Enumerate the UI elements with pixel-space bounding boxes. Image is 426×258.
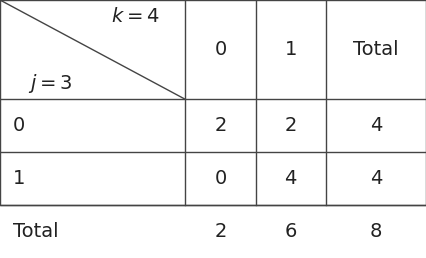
Bar [0,0,426,205]
Text: 0: 0 [214,40,227,59]
Text: 8: 8 [370,222,382,241]
Text: Total: Total [13,222,58,241]
Text: 2: 2 [285,116,297,135]
Text: 0: 0 [214,169,227,188]
Text: $k=4$: $k=4$ [111,7,159,26]
Text: $j=3$: $j=3$ [28,72,72,95]
Text: 0: 0 [13,116,25,135]
Text: 4: 4 [370,169,382,188]
Text: 1: 1 [13,169,25,188]
Text: 1: 1 [285,40,297,59]
Text: 2: 2 [214,116,227,135]
Text: Total: Total [353,40,399,59]
Text: 6: 6 [285,222,297,241]
Text: 4: 4 [285,169,297,188]
Text: 2: 2 [214,222,227,241]
Text: 4: 4 [370,116,382,135]
